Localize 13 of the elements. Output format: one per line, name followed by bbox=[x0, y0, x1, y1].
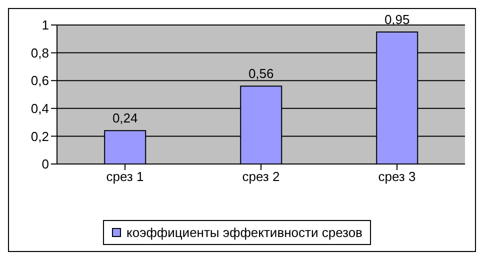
y-tick-label: 0,2 bbox=[30, 128, 49, 144]
y-tick-label: 1 bbox=[42, 18, 49, 33]
data-label: 0,95 bbox=[384, 12, 410, 27]
legend-label: коэффициенты эффективности срезов bbox=[126, 225, 362, 240]
data-label: 0,56 bbox=[248, 66, 274, 82]
y-tick-label: 0 bbox=[42, 156, 49, 172]
y-tick-label: 0,4 bbox=[30, 101, 49, 116]
x-tick-label: срез 3 bbox=[378, 169, 416, 184]
x-tick-label: срез 2 bbox=[242, 169, 280, 184]
data-label: 0,24 bbox=[112, 110, 138, 126]
y-tick-label: 0,6 bbox=[30, 73, 49, 88]
y-tick-label: 0,8 bbox=[30, 45, 49, 60]
x-tick-label: срез 1 bbox=[106, 169, 144, 184]
